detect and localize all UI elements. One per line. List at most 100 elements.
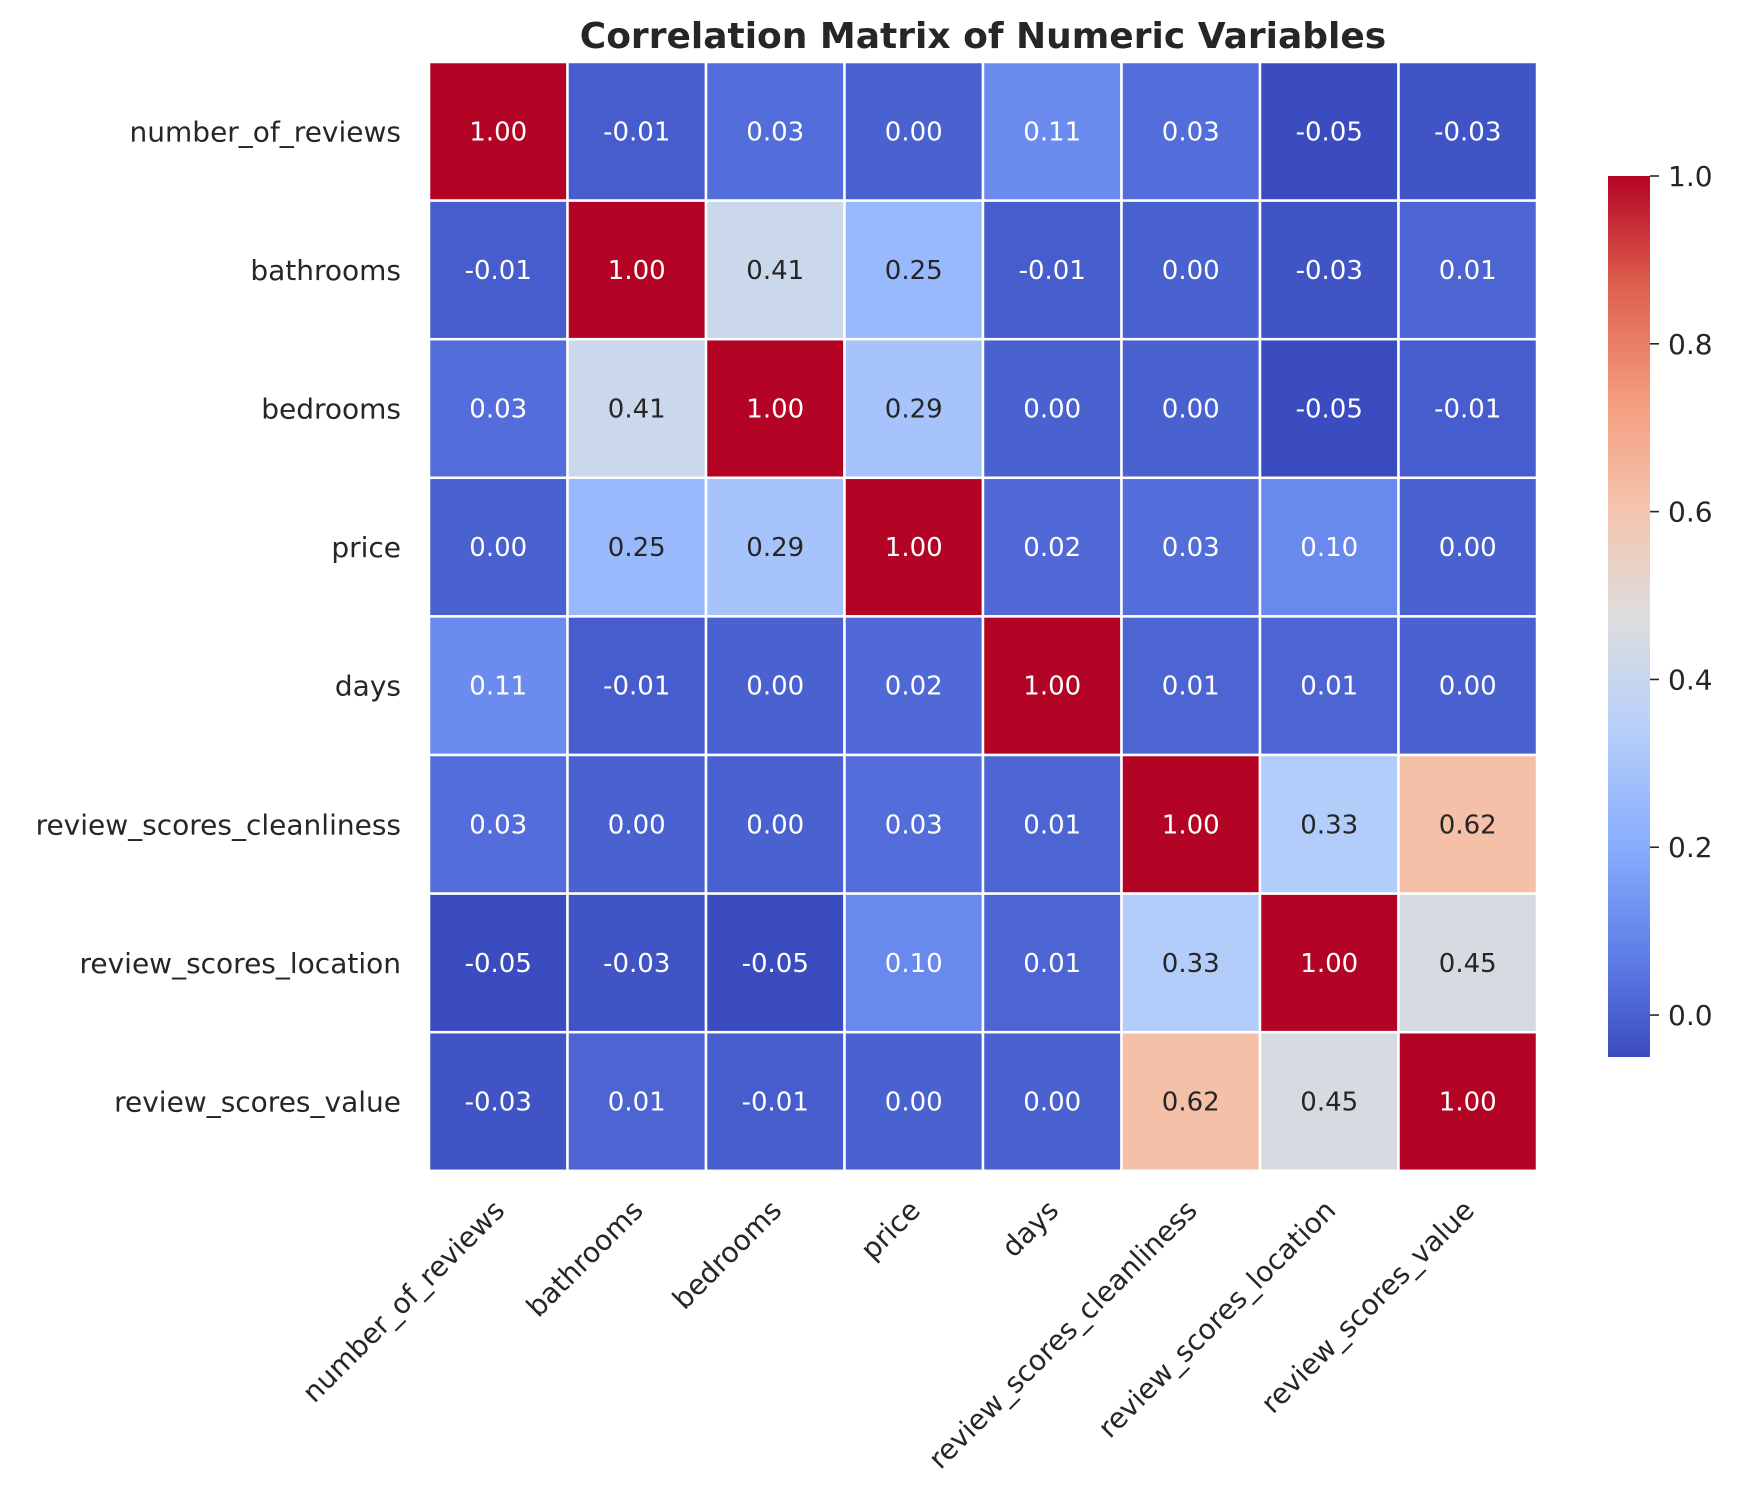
cell-value-label-3-3: 1.00 — [885, 533, 943, 563]
cell-value-label-1-7: 0.01 — [1439, 256, 1497, 286]
cell-value-label-3-5: 0.03 — [1162, 533, 1220, 563]
cell-value-label-6-5: 0.33 — [1162, 949, 1220, 979]
heatmap-cell-0-2 — [704, 60, 846, 202]
heatmap-cell-7-5 — [1120, 1030, 1262, 1173]
heatmap-cell-2-6 — [1258, 337, 1400, 480]
heatmap-cell-3-3 — [843, 476, 985, 618]
cell-value-label-7-4: 0.00 — [1023, 1088, 1081, 1118]
cell-value-label-6-0: -0.05 — [465, 949, 532, 979]
heatmap-cell-3-6 — [1258, 476, 1400, 618]
cell-value-label-2-0: 0.03 — [469, 395, 527, 425]
heatmap-cell-0-7 — [1397, 60, 1539, 202]
colorbar-tick-label: 0.6 — [1668, 496, 1713, 529]
cell-value-label-1-1: 1.00 — [608, 256, 666, 286]
cell-value-label-2-7: -0.01 — [1434, 395, 1501, 425]
cell-value-label-1-5: 0.00 — [1162, 256, 1220, 286]
heatmap-cell-2-3 — [843, 337, 985, 480]
colorbar-tick-label: 0.0 — [1668, 999, 1713, 1032]
y-tick-label-number_of_reviews: number_of_reviews — [130, 115, 401, 148]
heatmap-cell-4-4 — [981, 615, 1123, 757]
colorbar-tick-label: 0.8 — [1668, 328, 1713, 361]
cell-value-label-3-1: 0.25 — [608, 533, 666, 563]
cell-value-label-1-6: -0.03 — [1296, 256, 1363, 286]
cell-value-label-1-3: 0.25 — [885, 256, 943, 286]
y-tick-labels: number_of_reviews bathrooms bedrooms price d… — [36, 115, 401, 1118]
cell-value-label-0-7: -0.03 — [1434, 117, 1501, 147]
cell-value-label-6-2: -0.05 — [742, 949, 809, 979]
cell-value-label-2-4: 0.00 — [1023, 395, 1081, 425]
heatmap-cell-7-0 — [427, 1030, 569, 1173]
cell-value-label-5-4: 0.01 — [1023, 810, 1081, 840]
heatmap-cell-4-3 — [843, 615, 985, 757]
cell-value-label-6-1: -0.03 — [603, 949, 670, 979]
cell-value-label-0-4: 0.11 — [1023, 117, 1081, 147]
x-tick-label-review_scores_cleanliness: review_scores_cleanliness — [922, 1194, 1204, 1476]
cell-value-label-7-5: 0.62 — [1162, 1088, 1220, 1118]
y-tick-label-review_scores_cleanliness: review_scores_cleanliness — [36, 808, 401, 841]
x-tick-label-number_of_reviews: number_of_reviews — [296, 1194, 511, 1409]
heatmap-cell-1-1 — [566, 199, 708, 341]
y-tick-label-bedrooms: bedrooms — [261, 393, 401, 426]
heatmap-cell-3-4 — [981, 476, 1123, 618]
cell-value-label-1-4: -0.01 — [1019, 256, 1086, 286]
cell-value-label-6-7: 0.45 — [1439, 949, 1497, 979]
cell-value-label-0-0: 1.00 — [469, 117, 527, 147]
heatmap-cell-5-4 — [981, 753, 1123, 895]
heatmap-cell-4-6 — [1258, 615, 1400, 757]
cell-value-label-4-7: 0.00 — [1439, 672, 1497, 702]
colorbar-tick-label: 0.2 — [1668, 831, 1713, 864]
cell-value-label-0-1: -0.01 — [603, 117, 670, 147]
heatmap-cell-6-0 — [427, 892, 569, 1034]
heatmap-cell-7-4 — [981, 1030, 1123, 1173]
cell-value-label-4-2: 0.00 — [746, 672, 804, 702]
heatmap-cell-2-0 — [427, 337, 569, 480]
heatmap-cell-0-0 — [427, 60, 569, 202]
heatmap-cell-2-2 — [704, 337, 846, 480]
cell-value-label-2-1: 0.41 — [608, 395, 666, 425]
heatmap-cells: 1.00 -0.01 0.03 0.00 0.11 0.03 -0.05 -0.03 -0.01… — [427, 60, 1539, 1173]
cell-value-label-5-5: 1.00 — [1162, 810, 1220, 840]
x-tick-label-bathrooms: bathrooms — [520, 1194, 650, 1324]
heatmap-cell-0-5 — [1120, 60, 1262, 202]
cell-value-label-4-6: 0.01 — [1300, 672, 1358, 702]
chart-title: Correlation Matrix of Numeric Variables — [580, 16, 1386, 57]
x-tick-labels: number_of_reviews bathrooms bedrooms price d… — [296, 1194, 1481, 1476]
cell-value-label-4-4: 1.00 — [1023, 672, 1081, 702]
cell-value-label-2-2: 1.00 — [746, 395, 804, 425]
cell-value-label-7-3: 0.00 — [885, 1088, 943, 1118]
cell-value-label-7-6: 0.45 — [1300, 1088, 1358, 1118]
y-tick-label-days: days — [335, 670, 401, 703]
heatmap-cell-5-1 — [566, 753, 708, 895]
cell-value-label-7-2: -0.01 — [742, 1088, 809, 1118]
heatmap-cell-7-7 — [1397, 1030, 1539, 1173]
x-tick-label-bedrooms: bedrooms — [666, 1194, 788, 1316]
cell-value-label-0-5: 0.03 — [1162, 117, 1220, 147]
cell-value-label-5-0: 0.03 — [469, 810, 527, 840]
cell-value-label-0-2: 0.03 — [746, 117, 804, 147]
cell-value-label-6-4: 0.01 — [1023, 949, 1081, 979]
cell-value-label-5-2: 0.00 — [746, 810, 804, 840]
heatmap-cell-1-3 — [843, 199, 985, 341]
heatmap-cell-5-2 — [704, 753, 846, 895]
cell-value-label-3-2: 0.29 — [746, 533, 804, 563]
heatmap-cell-2-7 — [1397, 337, 1539, 480]
heatmap-cell-5-7 — [1397, 753, 1539, 895]
cell-value-label-2-3: 0.29 — [885, 395, 943, 425]
cell-value-label-4-1: -0.01 — [603, 672, 670, 702]
heatmap-cell-6-7 — [1397, 892, 1539, 1034]
heatmap-cell-6-2 — [704, 892, 846, 1034]
colorbar: 0.0 0.2 0.4 0.6 0.8 1.0 — [1608, 160, 1713, 1057]
cell-value-label-7-7: 1.00 — [1439, 1088, 1497, 1118]
cell-value-label-2-5: 0.00 — [1162, 395, 1220, 425]
colorbar-tick-label: 0.4 — [1668, 663, 1713, 696]
heatmap-cell-0-1 — [566, 60, 708, 202]
heatmap-cell-2-1 — [566, 337, 708, 480]
cell-value-label-4-5: 0.01 — [1162, 672, 1220, 702]
x-tick-label-days: days — [995, 1194, 1065, 1264]
heatmap-cell-3-2 — [704, 476, 846, 618]
cell-value-label-7-1: 0.01 — [608, 1088, 666, 1118]
y-tick-label-review_scores_value: review_scores_value — [114, 1086, 401, 1119]
cell-value-label-5-6: 0.33 — [1300, 810, 1358, 840]
y-tick-label-review_scores_location: review_scores_location — [79, 947, 401, 980]
